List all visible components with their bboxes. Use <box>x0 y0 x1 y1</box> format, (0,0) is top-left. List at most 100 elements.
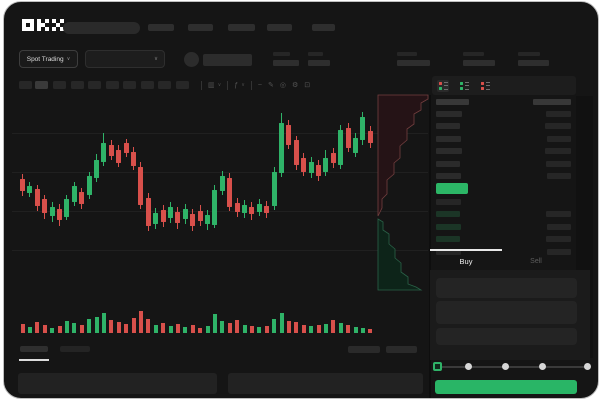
settings-icon[interactable]: ⚙ <box>291 82 299 89</box>
nav-item[interactable] <box>228 24 255 31</box>
candle <box>234 203 240 212</box>
bid-row-price[interactable] <box>436 224 461 230</box>
depth-overlay <box>377 94 429 291</box>
chart-tools: ▥ ∨ ƒ ∨ ~ ✎ ◎ ⚙ ⊡ <box>201 79 310 91</box>
candle <box>212 190 218 225</box>
chart-type-icon[interactable]: ▥ <box>208 82 215 89</box>
candle <box>264 206 270 213</box>
pair-selector-dropdown[interactable]: ∨ <box>85 50 165 68</box>
nav-item[interactable] <box>267 24 292 31</box>
bottom-tab-underline <box>19 359 49 361</box>
okx-logo[interactable] <box>22 19 64 31</box>
orderbook-view-toggle <box>432 76 576 95</box>
candle <box>301 158 307 172</box>
slider-stop[interactable] <box>539 363 546 370</box>
volume-bar <box>153 325 158 333</box>
volume-bar <box>116 322 121 333</box>
volume-bar <box>161 323 166 333</box>
tab-sell[interactable]: Sell <box>530 258 542 265</box>
bid-row-amount <box>547 249 571 255</box>
volume-bar <box>168 326 173 333</box>
candle <box>57 209 62 220</box>
market-type-selector[interactable]: Spot Trading ∨ <box>19 50 78 68</box>
buy-submit-button[interactable] <box>435 380 577 394</box>
interval-button[interactable] <box>19 81 32 89</box>
slider-stop[interactable] <box>584 363 591 370</box>
camera-icon[interactable]: ◎ <box>279 82 286 89</box>
stat-label <box>463 52 484 56</box>
nav-item[interactable] <box>312 24 335 31</box>
interval-button[interactable] <box>88 81 101 89</box>
candle <box>293 140 299 165</box>
bottom-action-button[interactable] <box>386 346 417 353</box>
interval-button[interactable] <box>53 81 66 89</box>
ask-row-price[interactable] <box>436 161 460 167</box>
candle <box>182 209 188 219</box>
ask-row-price[interactable] <box>436 136 461 142</box>
last-price-badge[interactable] <box>436 183 468 194</box>
interval-button[interactable] <box>158 81 171 89</box>
chevron-down-icon: ∨ <box>66 56 71 62</box>
volume-bar <box>212 314 217 333</box>
slider-track[interactable] <box>437 366 587 368</box>
orderbook-col-header <box>436 99 469 105</box>
slider-stop[interactable] <box>465 363 472 370</box>
interval-button[interactable] <box>141 81 154 89</box>
chevron-down-icon[interactable]: ∨ <box>241 82 245 88</box>
order-input[interactable] <box>436 301 577 324</box>
order-input[interactable] <box>436 278 577 298</box>
book-bids-icon[interactable] <box>458 80 470 92</box>
chevron-down-icon: ∨ <box>153 56 158 62</box>
draw-icon[interactable]: ✎ <box>267 82 274 89</box>
line-tool-icon[interactable]: ~ <box>257 81 262 89</box>
volume-bar <box>101 313 106 333</box>
candle <box>27 186 33 193</box>
bid-row-price[interactable] <box>436 249 461 255</box>
bid-row-price[interactable] <box>436 211 460 217</box>
bottom-tab[interactable] <box>60 346 90 352</box>
candle <box>108 145 114 156</box>
candle <box>338 130 344 165</box>
bottom-tab[interactable] <box>20 346 48 352</box>
book-asks-icon[interactable] <box>479 80 491 92</box>
volume-bar <box>227 323 232 333</box>
app-window: Spot Trading ∨ ∨ ▥ ∨ ƒ ∨ ~ ✎ ◎ ⚙ ⊡ <box>3 1 599 399</box>
ask-row-price[interactable] <box>436 148 462 154</box>
fullscreen-icon[interactable]: ⊡ <box>304 82 311 89</box>
ask-row-price[interactable] <box>436 173 461 179</box>
stat-value <box>463 60 495 66</box>
bid-row-price[interactable] <box>436 199 461 205</box>
interval-button[interactable] <box>106 81 119 89</box>
slider-stop[interactable] <box>502 363 509 370</box>
volume-bar <box>79 325 84 333</box>
ask-row-price[interactable] <box>436 111 462 117</box>
candle <box>116 150 122 163</box>
interval-button[interactable] <box>123 81 136 89</box>
tab-buy[interactable]: Buy <box>459 257 473 266</box>
slider-handle[interactable] <box>433 362 442 371</box>
candle <box>42 199 48 213</box>
indicators-icon[interactable]: ƒ <box>234 81 239 89</box>
nav-item[interactable] <box>148 24 174 31</box>
volume-bar <box>183 327 188 333</box>
interval-button[interactable] <box>35 81 48 89</box>
bid-row-price[interactable] <box>436 236 460 242</box>
volume-bar <box>87 319 92 333</box>
ask-row-amount <box>546 111 571 117</box>
interval-button[interactable] <box>176 81 189 89</box>
nav-item[interactable] <box>188 24 213 31</box>
toolbar-divider <box>250 80 252 90</box>
candle <box>360 117 366 140</box>
book-combined-icon[interactable] <box>437 79 449 92</box>
ask-row-price[interactable] <box>436 123 460 129</box>
candle <box>175 212 181 223</box>
volume-bar <box>109 320 114 333</box>
bid-row-amount <box>546 236 571 242</box>
chevron-down-icon[interactable]: ∨ <box>217 82 222 88</box>
bid-row-amount <box>546 211 571 217</box>
order-input[interactable] <box>436 328 577 345</box>
interval-button[interactable] <box>71 81 84 89</box>
search-input[interactable] <box>63 22 140 34</box>
bottom-action-button[interactable] <box>348 346 380 353</box>
